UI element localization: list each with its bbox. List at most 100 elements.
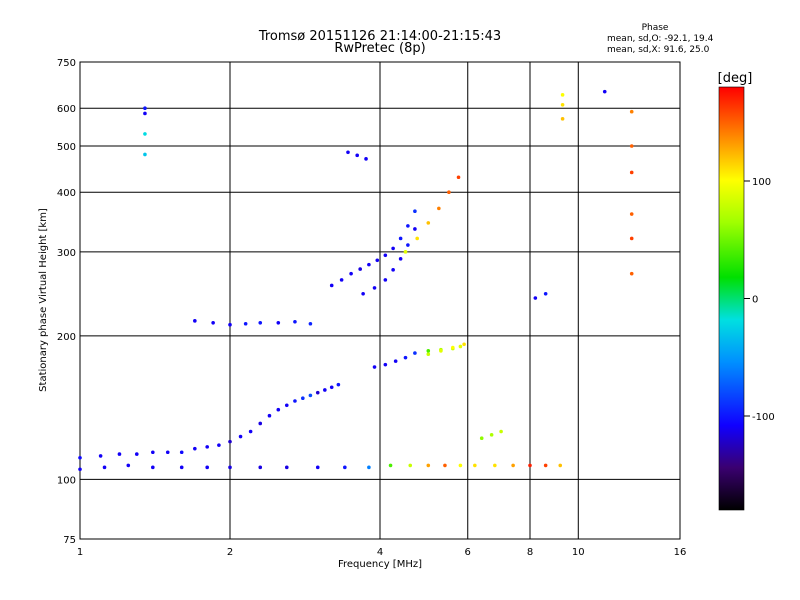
data-point [391,268,395,272]
data-point [193,446,197,451]
data-point [315,465,320,470]
data-point [372,286,377,290]
data-point [284,465,289,470]
x-tick-label: 10 [572,547,585,558]
data-point [258,320,263,325]
data-point [499,429,503,434]
data-point [413,227,417,231]
data-point [388,463,393,468]
colorbar-ticks: 100 0 -100 [744,177,775,423]
data-point [364,157,368,161]
data-point [315,390,320,395]
data-point [426,349,431,353]
data-point [489,433,494,437]
data-point [403,250,408,254]
data-point [276,320,281,325]
y-tick-label: 300 [57,248,76,259]
data-point [375,258,380,263]
data-point [393,359,398,363]
y-tick-label: 200 [57,332,76,343]
data-point [439,349,443,353]
data-point [126,463,131,468]
data-point [301,396,305,400]
colorbar-tick-label: 100 [752,177,771,188]
data-point [413,209,417,213]
y-tick-label: 500 [57,142,76,153]
data-point [98,454,103,458]
data-point [228,439,232,444]
data-point [413,351,417,355]
data-point [629,212,634,216]
data-point [383,253,388,258]
data-point [560,103,565,107]
data-point [398,236,403,241]
data-point [217,443,221,447]
data-point [415,236,419,241]
data-point [383,362,388,367]
data-point [629,109,634,114]
data-point [372,365,377,369]
data-point [361,291,365,296]
colorbar-tick-label: -100 [752,412,775,423]
data-point [479,436,484,441]
data-point [408,463,413,468]
phase-legend-o: mean, sd,O: -92.1, 19.4 [607,34,714,44]
data-point [383,278,388,282]
data-point [462,342,466,347]
data-point [629,170,634,175]
data-point [367,262,371,267]
data-point [143,152,147,157]
y-tick-label: 100 [57,475,76,486]
data-point [458,463,463,468]
data-point [151,465,155,470]
data-point [78,467,82,472]
data-point [179,465,184,470]
data-point [511,463,515,468]
data-point [560,93,565,97]
data-point [406,224,410,228]
data-point [143,111,147,116]
data-point [165,450,170,455]
x-tick-label: 8 [527,547,533,558]
data-point [493,463,497,468]
data-point [102,465,107,470]
x-axis-label: Frequency [MHz] [338,559,422,570]
data-point [193,319,197,323]
data-point [543,291,548,296]
data-point [398,257,403,261]
data-point [426,463,431,468]
y-axis-label: Stationary phase Virtual Height [km] [38,208,49,392]
data-point [228,465,232,470]
data-point [473,463,477,468]
data-point [205,465,209,470]
grid-lines [80,62,680,539]
data-point [151,450,155,455]
x-axis-ticks: 1 2 4 6 8 10 16 [77,547,687,558]
data-point [143,106,147,111]
data-point [205,445,209,449]
data-point [391,246,395,251]
chart-subtitle: RwPretec (8p) [334,41,425,56]
chart-title: Tromsø 20151126 21:14:00-21:15:43 [258,29,501,44]
data-point [426,221,431,225]
y-tick-label: 400 [57,188,76,199]
data-point [211,320,215,325]
data-point [336,382,341,387]
data-point [248,429,253,434]
phase-legend-x: mean, sd,X: 91.6, 25.0 [607,45,710,55]
data-point [228,322,232,327]
data-point [629,236,634,241]
x-tick-label: 16 [674,547,687,558]
data-point [308,321,313,326]
y-axis-ticks: 75 100 200 300 400 500 600 750 [57,58,76,546]
data-point [78,455,82,460]
data-point [329,385,334,390]
x-tick-label: 4 [377,547,383,558]
phase-legend-heading: Phase [642,23,669,33]
colorbar-label: [deg] [718,71,753,86]
data-point [406,243,410,247]
data-point [528,463,532,468]
y-tick-label: 750 [57,58,76,69]
data-point [308,393,313,398]
